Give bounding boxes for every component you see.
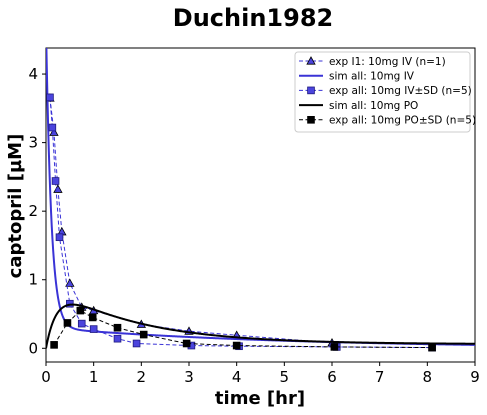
x-tick-label: 8	[423, 368, 433, 386]
legend-marker	[307, 86, 315, 95]
series-1-point	[49, 127, 59, 136]
y-axis-label: captopril [µM]	[5, 134, 26, 279]
y-tick-label: 0	[28, 339, 38, 357]
tick-layer: 0 1 2 3 4 5 6 7 8 9 0 1 2 3 4	[28, 65, 479, 386]
series-1-point	[53, 184, 63, 193]
series-3-point	[46, 93, 54, 102]
x-tick-label: 5	[280, 368, 290, 386]
series-3-point	[55, 233, 64, 242]
y-tick-label: 2	[28, 202, 38, 220]
series-4-line	[46, 303, 475, 349]
series-5-point	[232, 341, 241, 350]
legend-entry-3: exp all: 10mg IV±SD (n=5)	[329, 85, 472, 97]
series-3-point	[51, 177, 60, 185]
series-5-point	[88, 313, 97, 322]
legend-entry-4: sim all: 10mg PO	[329, 100, 418, 112]
series-3-point	[113, 334, 122, 343]
y-tick-label: 3	[28, 134, 38, 152]
series-5-point	[139, 330, 148, 339]
series-layer	[46, 48, 475, 352]
series-group	[46, 48, 475, 352]
y-tick-label: 1	[28, 271, 38, 289]
series-5-point	[113, 323, 122, 332]
x-tick-label: 7	[375, 368, 385, 386]
series-5-point	[76, 306, 85, 315]
x-axis-label: time [hr]	[215, 388, 305, 409]
legend-marker	[307, 116, 315, 124]
x-tick-label: 0	[41, 368, 51, 386]
series-3-line	[49, 97, 433, 349]
plot-area: 0 1 2 3 4 5 6 7 8 9 0 1 2 3 4	[28, 47, 480, 386]
series-1-point	[65, 278, 75, 287]
legend-entry-5: exp all: 10mg PO±SD (n=5)	[329, 115, 476, 127]
series-5-line	[53, 309, 433, 349]
plot-frame	[45, 47, 476, 363]
legend-entry-1: exp I1: 10mg IV (n=1)	[329, 56, 446, 68]
y-tick-label: 4	[28, 65, 38, 83]
x-tick-label: 9	[470, 368, 480, 386]
x-tick-label: 3	[184, 368, 194, 386]
series-3-point	[77, 319, 86, 328]
x-tick-label: 4	[232, 368, 242, 386]
series-3-point	[48, 123, 57, 132]
x-tick-label: 1	[89, 368, 99, 386]
series-5-point	[182, 339, 191, 348]
series-3-point	[89, 325, 98, 333]
x-tick-label: 2	[137, 368, 147, 386]
legend-entry-2: sim all: 10mg IV	[329, 71, 415, 83]
series-5-point	[63, 319, 72, 327]
series-5-point	[428, 343, 436, 352]
legend-marker	[306, 56, 316, 65]
chart-title: Duchin1982	[173, 4, 333, 32]
series-5-point	[330, 343, 339, 351]
legend: exp I1: 10mg IV (n=1) sim all: 10mg IV exp…	[294, 51, 476, 133]
legend-frame	[294, 51, 471, 133]
series-3-point	[132, 339, 141, 348]
series-5-point	[50, 341, 58, 349]
x-tick-label: 6	[327, 368, 337, 386]
series-1-line	[49, 97, 333, 344]
